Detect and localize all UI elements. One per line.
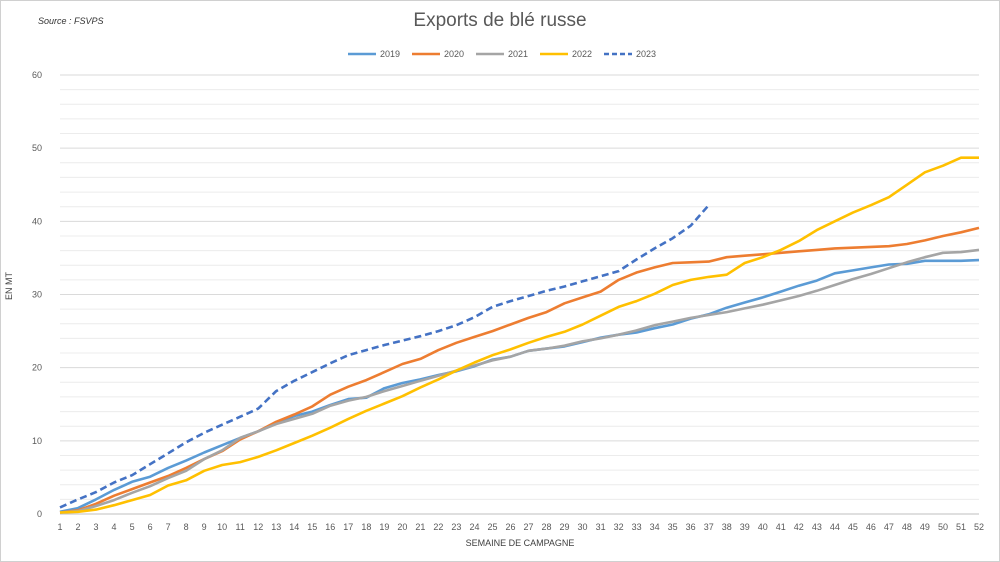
x-tick-label: 5: [130, 522, 135, 532]
x-tick-label: 4: [112, 522, 117, 532]
x-tick-label: 8: [184, 522, 189, 532]
x-tick-label: 10: [217, 522, 227, 532]
x-tick-label: 45: [848, 522, 858, 532]
chart-title: Exports de blé russe: [413, 10, 587, 31]
x-tick-label: 34: [650, 522, 660, 532]
x-tick-label: 12: [253, 522, 263, 532]
x-tick-label: 33: [632, 522, 642, 532]
legend-label-2019: 2019: [380, 49, 400, 59]
x-tick-label: 47: [884, 522, 894, 532]
x-tick-label: 21: [415, 522, 425, 532]
x-tick-label: 15: [307, 522, 317, 532]
x-tick-label: 35: [668, 522, 678, 532]
y-tick-label: 50: [32, 143, 42, 153]
x-tick-label: 37: [704, 522, 714, 532]
x-tick-label: 7: [166, 522, 171, 532]
x-tick-label: 20: [397, 522, 407, 532]
x-tick-label: 31: [596, 522, 606, 532]
x-tick-label: 32: [614, 522, 624, 532]
x-tick-label: 46: [866, 522, 876, 532]
x-tick-label: 40: [758, 522, 768, 532]
y-tick-label: 30: [32, 290, 42, 300]
x-tick-label: 28: [542, 522, 552, 532]
x-tick-label: 25: [487, 522, 497, 532]
x-tick-label: 44: [830, 522, 840, 532]
x-tick-label: 51: [956, 522, 966, 532]
y-tick-label: 10: [32, 436, 42, 446]
x-tick-label: 49: [920, 522, 930, 532]
y-tick-label: 40: [32, 216, 42, 226]
x-tick-label: 18: [361, 522, 371, 532]
x-tick-label: 13: [271, 522, 281, 532]
x-tick-label: 19: [379, 522, 389, 532]
y-tick-label: 20: [32, 363, 42, 373]
x-tick-label: 16: [325, 522, 335, 532]
x-tick-label: 50: [938, 522, 948, 532]
x-tick-label: 26: [505, 522, 515, 532]
x-tick-label: 43: [812, 522, 822, 532]
x-tick-label: 3: [94, 522, 99, 532]
x-tick-label: 1: [57, 522, 62, 532]
legend-label-2020: 2020: [444, 49, 464, 59]
x-tick-label: 24: [469, 522, 479, 532]
x-tick-label: 22: [433, 522, 443, 532]
x-tick-label: 17: [343, 522, 353, 532]
x-tick-label: 6: [148, 522, 153, 532]
x-tick-label: 38: [722, 522, 732, 532]
x-tick-label: 39: [740, 522, 750, 532]
series-line-2021: [59, 248, 980, 514]
x-tick-label: 29: [560, 522, 570, 532]
x-tick-label: 2: [76, 522, 81, 532]
x-tick-label: 9: [202, 522, 207, 532]
series-line-2023: [59, 204, 710, 509]
legend-label-2022: 2022: [572, 49, 592, 59]
x-axis-title: SEMAINE DE CAMPAGNE: [465, 538, 575, 548]
legend-label-2021: 2021: [508, 49, 528, 59]
x-tick-label: 27: [524, 522, 534, 532]
source-note: Source : FSVPS: [38, 16, 104, 26]
legend-label-2023: 2023: [636, 49, 656, 59]
x-tick-label: 30: [578, 522, 588, 532]
x-tick-label: 41: [776, 522, 786, 532]
y-tick-label: 60: [32, 70, 42, 80]
x-tick-label: 36: [686, 522, 696, 532]
y-tick-label: 0: [37, 509, 42, 519]
x-tick-label: 14: [289, 522, 299, 532]
x-tick-label: 42: [794, 522, 804, 532]
series-line-2022: [59, 156, 979, 514]
x-tick-label: 48: [902, 522, 912, 532]
x-tick-label: 23: [451, 522, 461, 532]
x-tick-label: 11: [236, 522, 245, 532]
x-tick-label: 52: [974, 522, 984, 532]
